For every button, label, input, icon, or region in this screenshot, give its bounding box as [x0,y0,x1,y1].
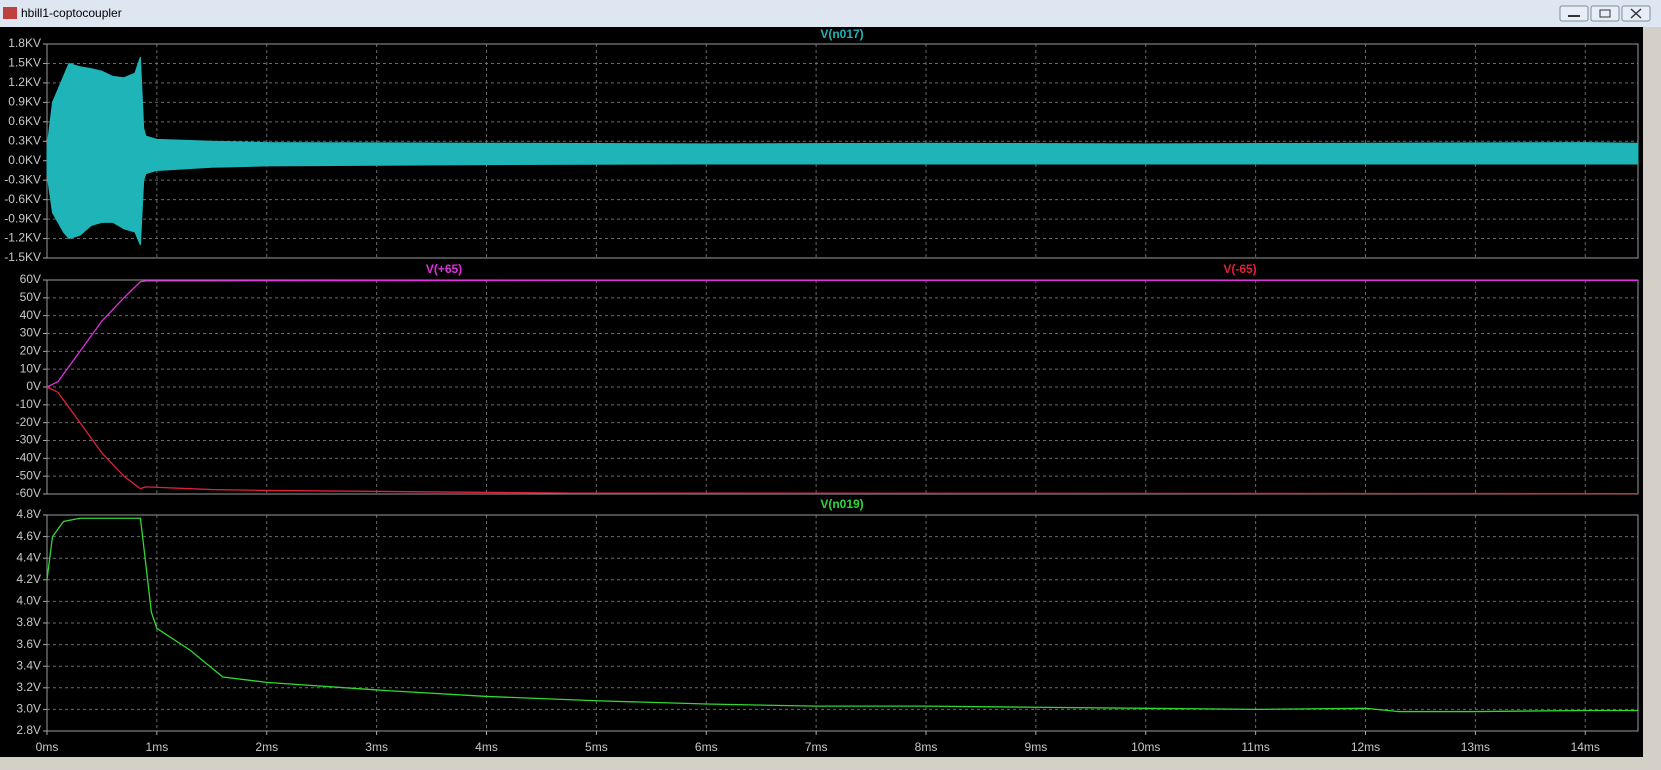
y-tick-label: 30V [20,326,41,340]
x-tick-label: 4ms [475,740,498,754]
y-tick-label: 2.8V [16,723,41,737]
y-tick-label: -1.5KV [4,250,41,264]
trace-title: V(-65) [1223,262,1256,276]
x-tick-label: 0ms [36,740,59,754]
title-bar [0,0,1661,27]
x-tick-label: 13ms [1461,740,1490,754]
trace-title: V(n019) [820,497,863,511]
waveform-line [46,517,1638,713]
y-tick-label: 3.8V [16,615,41,629]
x-tick-label: 9ms [1025,740,1048,754]
y-tick-label: 60V [20,272,41,286]
x-tick-label: 1ms [146,740,169,754]
x-tick-label: 3ms [365,740,388,754]
minimize-button[interactable] [1559,5,1589,22]
x-tick-label: 8ms [915,740,938,754]
y-tick-label: 40V [20,308,41,322]
y-tick-label: -10V [16,397,41,411]
y-tick-label: 20V [20,344,41,358]
waveform-area [46,56,1639,246]
plots: 1.8KV 1.5KV 1.2KV 0.9KV 0.6KV 0.3KV 0.0KV -0.3K… [4,27,1639,754]
y-tick-label: -40V [16,451,41,465]
waveform-line [46,386,1639,495]
y-tick-label: 4.2V [16,572,41,586]
plot-frame [46,514,1639,732]
trace-title: V(+65) [426,262,462,276]
y-tick-label: 3.6V [16,637,41,651]
y-tick-label: 0.6KV [8,114,41,128]
y-tick-label: 4.4V [16,550,41,564]
y-tick-label: -30V [16,433,41,447]
y-tick-label: 4.6V [16,529,41,543]
x-tick-label: 10ms [1131,740,1160,754]
y-tick-label: 3.2V [16,680,41,694]
y-tick-label: 0.9KV [8,95,41,109]
y-tick-label: 50V [20,290,41,304]
x-tick-label: 11ms [1241,740,1269,754]
y-tick-label: -1.2KV [4,231,41,245]
y-tick-label: 3.4V [16,658,41,672]
y-tick-label: -50V [16,468,41,482]
y-tick-label: 3.0V [16,702,41,716]
y-tick-label: 1.5KV [8,56,41,70]
y-tick-label: -20V [16,415,41,429]
y-tick-label: 0.0KV [8,153,41,167]
x-tick-label: 12ms [1351,740,1380,754]
y-tick-label: 0V [26,379,41,393]
y-tick-label: 0.3KV [8,133,41,147]
x-tick-label: 6ms [695,740,718,754]
close-icon [1630,8,1642,19]
window-title: hbill1-coptocoupler [21,6,122,20]
bottom-frame [0,757,1643,770]
y-tick-label: -60V [16,486,41,500]
y-tick-label: 1.2KV [8,75,41,89]
y-tick-label: 1.8KV [8,36,41,50]
waveform-line [46,279,1638,388]
app-icon [3,7,17,19]
y-tick-label: 4.8V [16,507,41,521]
maximize-button[interactable] [1590,5,1620,22]
y-tick-label: -0.3KV [4,172,41,186]
maximize-icon [1599,9,1611,18]
x-tick-label: 7ms [805,740,828,754]
x-tick-label: 5ms [585,740,608,754]
y-tick-label: -0.9KV [4,211,41,225]
right-frame [1643,27,1661,770]
y-tick-label: 10V [20,361,41,375]
trace-title: V(n017) [820,27,863,41]
x-tick-label: 14ms [1571,740,1600,754]
y-tick-label: 4.0V [16,594,41,608]
x-tick-label: 2ms [255,740,278,754]
y-tick-label: -0.6KV [4,192,41,206]
